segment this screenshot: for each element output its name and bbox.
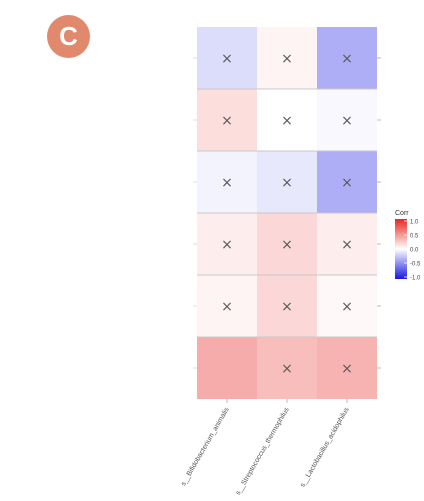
heatmap-cell [317, 275, 377, 337]
cell-marker: × [281, 361, 293, 377]
heatmap-cell [197, 27, 257, 89]
heatmap-cell [197, 151, 257, 213]
heatmap-cell [197, 89, 257, 151]
heatmap-cell [257, 151, 317, 213]
legend-tick-label: 0.5 [410, 234, 419, 240]
cell-marker: × [341, 175, 353, 191]
legend-tick-label: -1.0 [410, 276, 421, 282]
cell-marker: × [221, 113, 233, 129]
heatmap-cells [197, 27, 377, 399]
cell-marker: × [341, 361, 353, 377]
cell-marker: × [221, 237, 233, 253]
heatmap-cell [317, 337, 377, 399]
x-axis-label: s__Lactobacillus_acidophilus [299, 406, 351, 488]
heatmap-cell [197, 275, 257, 337]
legend-title: Corr [395, 210, 409, 217]
cell-marker: × [281, 299, 293, 315]
heatmap-cell [317, 27, 377, 89]
heatmap-cell [317, 89, 377, 151]
cell-marker: × [281, 175, 293, 191]
x-axis-label: s__Streptococcus_thermophilus [235, 406, 291, 496]
cell-marker: × [281, 51, 293, 67]
legend-colorbar [395, 219, 407, 279]
cell-marker: × [341, 237, 353, 253]
legend-tick-label: 0.0 [410, 248, 419, 254]
heatmap-cell [257, 27, 317, 89]
heatmap-cell [317, 151, 377, 213]
heatmap-cell [257, 337, 317, 399]
cell-marker: × [221, 175, 233, 191]
heatmap-cell [197, 337, 257, 399]
cell-marker: × [341, 113, 353, 129]
row-dividers [197, 88, 377, 338]
heatmap-cell [257, 213, 317, 275]
cell-marker: × [341, 51, 353, 67]
heatmap-cell [317, 213, 377, 275]
x-axis-labels: s__Bifidobacterium_animalis s__Streptococ… [180, 406, 351, 496]
legend-tick-label: -0.5 [410, 262, 421, 268]
heatmap-cell [197, 213, 257, 275]
cell-marker: × [221, 51, 233, 67]
heatmap-cell [257, 89, 317, 151]
x-axis-label: s__Bifidobacterium_animalis [180, 406, 231, 487]
cell-marker: × [341, 299, 353, 315]
cell-marker: × [281, 237, 293, 253]
cell-marker: × [281, 113, 293, 129]
cell-marker: × [221, 299, 233, 315]
panel-label-badge: C [47, 15, 90, 58]
heatmap-cell [257, 275, 317, 337]
axis-ticks [193, 57, 381, 403]
significance-marks: × × × × × × × × × × × × × × × × × [221, 51, 353, 377]
legend-tick-label: 1.0 [410, 220, 419, 226]
